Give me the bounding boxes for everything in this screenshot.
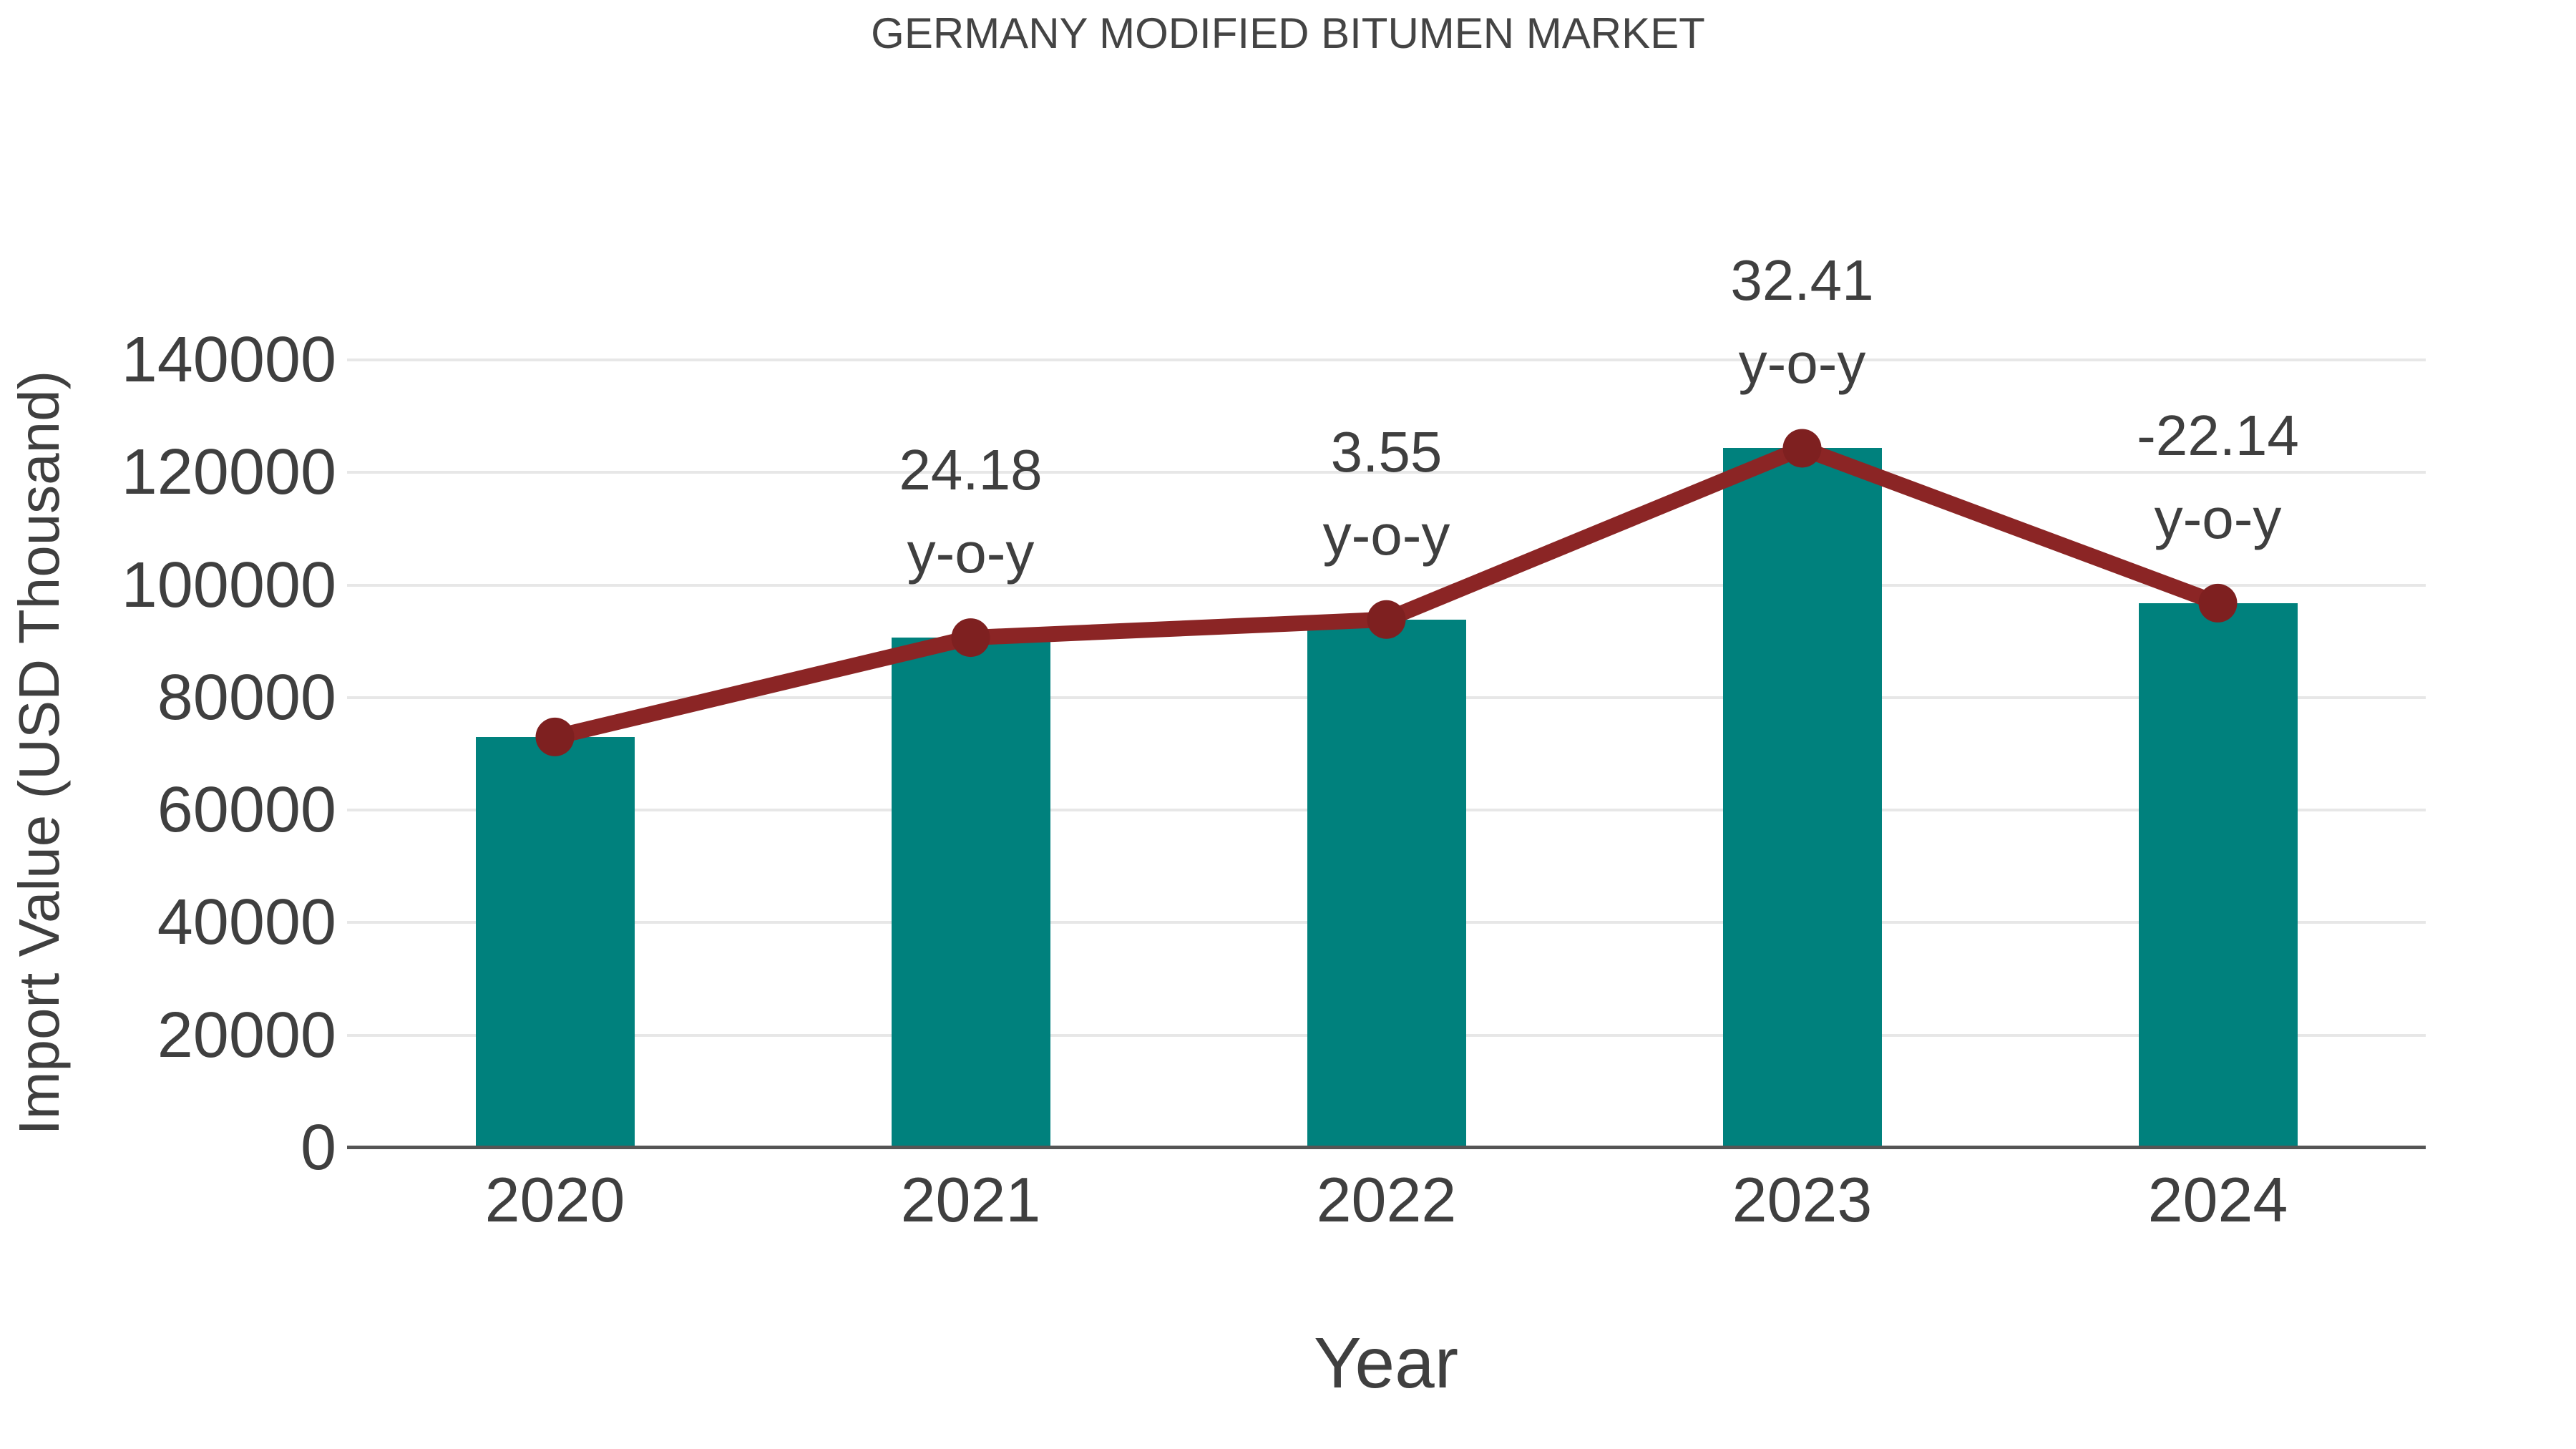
x-axis-title: Year	[1313, 1323, 1459, 1403]
y-tick-label-140000: 140000	[121, 324, 336, 396]
annotation-suffix: y-o-y	[2154, 486, 2282, 550]
x-tick-label-2024: 2024	[2147, 1164, 2288, 1235]
gridline-140000	[347, 358, 2426, 361]
y-tick-label-40000: 40000	[157, 887, 336, 959]
y-tick-label-0: 0	[300, 1112, 336, 1184]
gridline-100000	[347, 583, 2426, 587]
bar-2023[interactable]	[1722, 448, 1882, 1148]
annotation-suffix: y-o-y	[1738, 331, 1866, 396]
annotation-value: 3.55	[1330, 419, 1443, 484]
x-tick-label-2021: 2021	[900, 1164, 1041, 1235]
annotation-suffix: y-o-y	[907, 521, 1035, 585]
annotation-value: 32.41	[1730, 248, 1874, 313]
y-tick-label-120000: 120000	[121, 436, 336, 509]
bar-2022[interactable]	[1307, 619, 1466, 1148]
y-tick-label-100000: 100000	[121, 549, 336, 621]
x-axis-line	[347, 1146, 2426, 1149]
bar-2024[interactable]	[2138, 602, 2298, 1148]
annotation-suffix: y-o-y	[1322, 502, 1450, 567]
bar-2021[interactable]	[891, 638, 1050, 1148]
annotation-2021: 24.18 y-o-y	[749, 429, 1193, 595]
annotation-value: 24.18	[899, 438, 1043, 502]
x-tick-label-2020: 2020	[484, 1164, 625, 1235]
annotation-2024: -22.14 y-o-y	[1996, 394, 2440, 560]
y-tick-label-20000: 20000	[157, 999, 336, 1071]
x-tick-label-2022: 2022	[1316, 1164, 1457, 1235]
annotation-2022: 3.55 y-o-y	[1165, 411, 1609, 577]
bar-2020[interactable]	[475, 736, 635, 1148]
chart-title: GERMANY MODIFIED BITUMEN MARKET	[871, 9, 1705, 57]
annotation-value: -22.14	[2137, 403, 2299, 467]
annotation-2023: 32.41 y-o-y	[1581, 239, 2024, 405]
x-tick-label-2023: 2023	[1732, 1164, 1873, 1235]
y-tick-label-60000: 60000	[157, 774, 336, 847]
y-tick-label-80000: 80000	[157, 661, 336, 733]
